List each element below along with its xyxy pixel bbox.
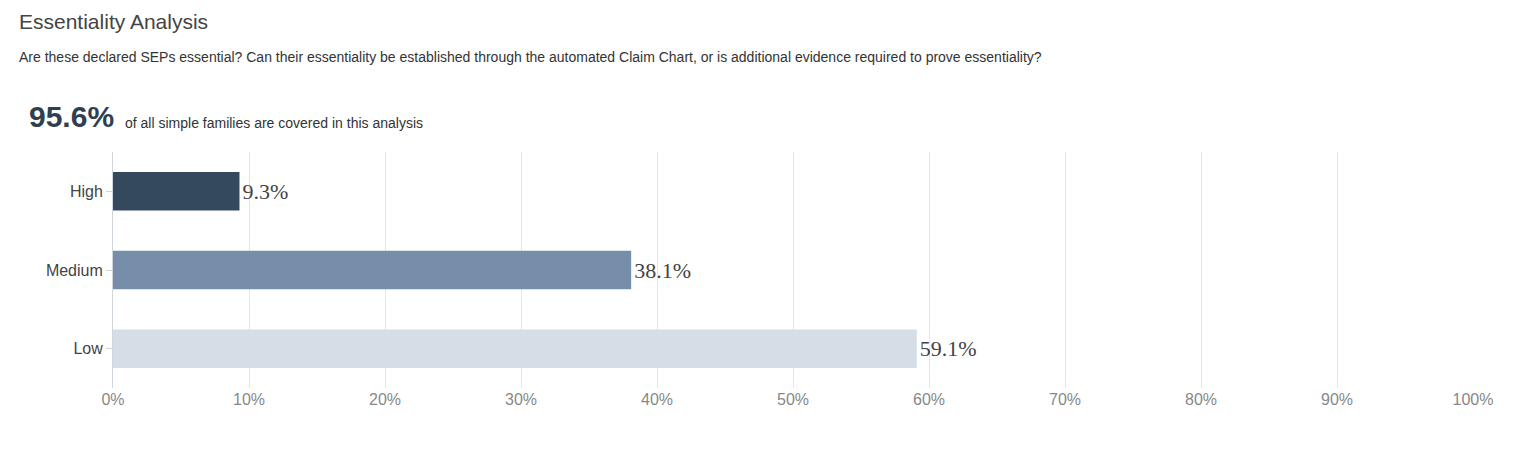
svg-text:Are these declared SEPs essent: Are these declared SEPs essential? Can t…	[19, 49, 1042, 65]
svg-text:38.1%: 38.1%	[634, 258, 691, 283]
svg-text:of all simple families are cov: of all simple families are covered in th…	[125, 115, 423, 131]
svg-text:95.6%: 95.6%	[29, 100, 114, 133]
svg-text:10%: 10%	[233, 391, 265, 408]
svg-text:Low: Low	[73, 340, 103, 357]
svg-text:50%: 50%	[777, 391, 809, 408]
svg-text:Essentiality Analysis: Essentiality Analysis	[19, 10, 208, 33]
svg-text:20%: 20%	[369, 391, 401, 408]
svg-text:70%: 70%	[1049, 391, 1081, 408]
svg-text:100%: 100%	[1453, 391, 1494, 408]
svg-text:9.3%: 9.3%	[242, 179, 288, 204]
svg-text:80%: 80%	[1185, 391, 1217, 408]
svg-text:30%: 30%	[505, 391, 537, 408]
svg-text:59.1%: 59.1%	[920, 336, 977, 361]
svg-text:0%: 0%	[101, 391, 124, 408]
svg-text:40%: 40%	[641, 391, 673, 408]
svg-text:90%: 90%	[1321, 391, 1353, 408]
svg-text:High: High	[70, 183, 103, 200]
svg-text:Medium: Medium	[46, 262, 103, 279]
svg-text:60%: 60%	[913, 391, 945, 408]
